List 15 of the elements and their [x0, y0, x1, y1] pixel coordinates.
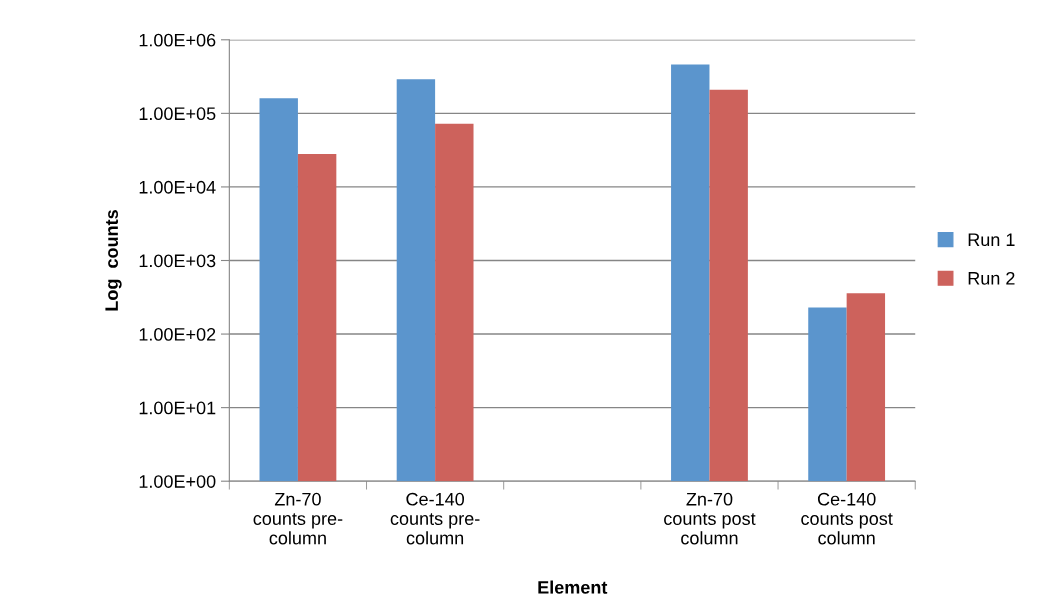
legend-label: Run 2: [968, 271, 1015, 285]
y-tick-label: 1.00E+05: [139, 107, 216, 121]
y-tick-label: 1.00E+06: [139, 33, 216, 47]
x-tick-label: Ce-140 counts pre- column: [390, 492, 480, 545]
y-axis-title: Log counts: [105, 210, 122, 311]
y-tick-label: 1.00E+03: [139, 254, 216, 268]
y-tick-label: 1.00E+00: [139, 475, 216, 488]
y-tick-label: 1.00E+01: [139, 401, 216, 415]
legend-label: Run 1: [968, 233, 1015, 247]
y-tick-label: 1.00E+02: [139, 328, 216, 341]
y-tick-label: 1.00E+04: [139, 180, 216, 194]
x-tick-label: Zn-70 counts post column: [664, 492, 756, 545]
x-axis-title: Element: [538, 580, 608, 594]
x-tick-label: Ce-140 counts post column: [801, 492, 893, 545]
x-tick-label: Zn-70 counts pre- column: [253, 492, 343, 545]
